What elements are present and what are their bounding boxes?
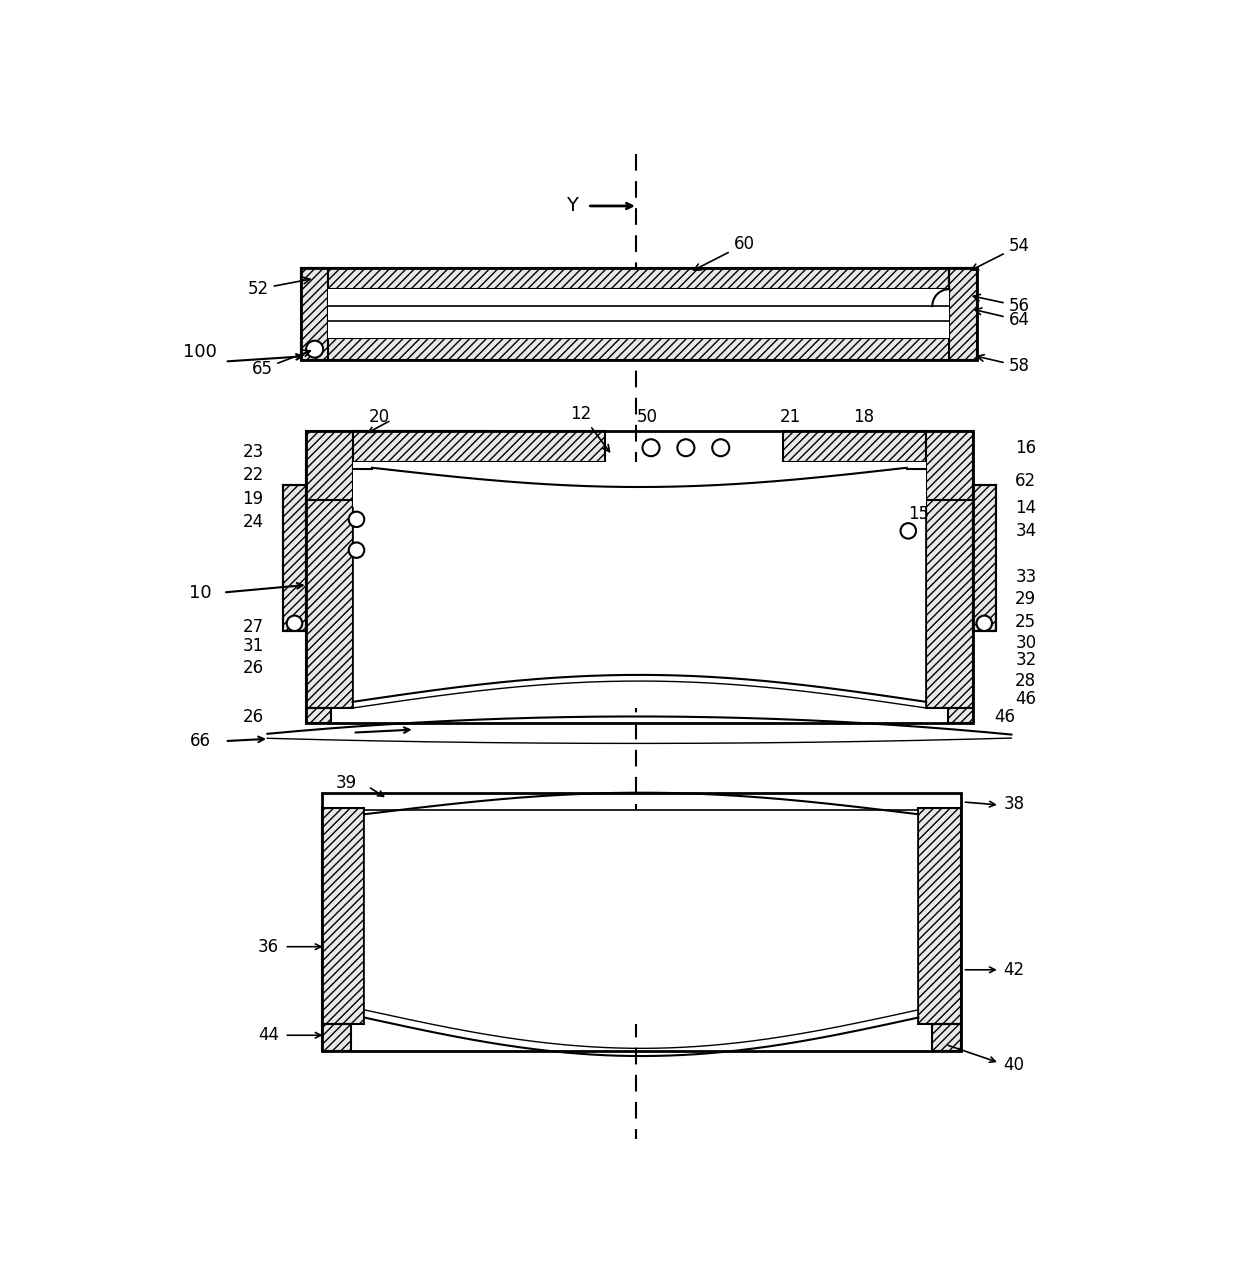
Bar	[919, 808, 961, 1024]
Text: 16: 16	[1016, 439, 1037, 457]
Text: 22: 22	[242, 466, 263, 484]
Text: Y: Y	[565, 196, 578, 215]
Text: 52: 52	[248, 278, 310, 298]
Text: 18: 18	[853, 408, 874, 426]
Bar	[306, 462, 352, 708]
Text: 12: 12	[570, 404, 610, 452]
Bar	[321, 792, 961, 1051]
Text: 26: 26	[242, 659, 263, 677]
Text: 66: 66	[190, 732, 211, 750]
Circle shape	[642, 439, 660, 456]
Circle shape	[348, 512, 365, 527]
Text: 10: 10	[188, 584, 211, 602]
Text: 31: 31	[242, 637, 263, 655]
Text: 19: 19	[242, 489, 263, 508]
Bar	[321, 808, 365, 1024]
Text: 42: 42	[1003, 961, 1024, 979]
Text: 58: 58	[977, 355, 1029, 375]
Bar	[947, 708, 972, 723]
Text: 21: 21	[780, 408, 801, 426]
Text: 40: 40	[1003, 1056, 1024, 1074]
Bar	[301, 338, 977, 360]
Bar	[283, 485, 306, 631]
Text: 60: 60	[694, 236, 754, 270]
Circle shape	[286, 616, 303, 631]
Text: 26: 26	[242, 708, 263, 726]
Bar	[972, 485, 996, 631]
Text: 29: 29	[1016, 590, 1037, 608]
Circle shape	[348, 543, 365, 558]
Text: 39: 39	[335, 774, 357, 792]
Text: 44: 44	[258, 1027, 279, 1044]
Text: 20: 20	[370, 408, 391, 426]
Bar	[301, 268, 977, 289]
Bar	[931, 1024, 961, 1051]
Circle shape	[306, 340, 324, 357]
Bar	[782, 431, 926, 462]
Text: 23: 23	[242, 443, 263, 461]
Bar	[321, 1024, 351, 1051]
Bar	[926, 462, 972, 708]
Bar	[352, 500, 372, 547]
Text: 30: 30	[1016, 634, 1037, 652]
Bar	[352, 431, 605, 462]
Bar	[352, 431, 489, 462]
Circle shape	[900, 524, 916, 539]
Text: 62: 62	[1016, 472, 1037, 490]
Bar	[306, 708, 331, 723]
Bar	[972, 485, 996, 631]
Text: 32: 32	[1016, 652, 1037, 669]
Bar	[301, 268, 977, 360]
Text: 50: 50	[636, 408, 657, 426]
Text: 46: 46	[1016, 690, 1037, 708]
Text: 27: 27	[242, 618, 263, 636]
Text: 38: 38	[1003, 795, 1024, 813]
Text: 34: 34	[1016, 522, 1037, 540]
Bar	[283, 485, 306, 631]
Text: 14: 14	[1016, 499, 1037, 517]
Circle shape	[677, 439, 694, 456]
Bar	[365, 810, 919, 1024]
Circle shape	[712, 439, 729, 456]
Bar	[306, 431, 972, 723]
Text: 54: 54	[971, 237, 1029, 270]
Text: 24: 24	[242, 513, 263, 531]
Text: 100: 100	[184, 343, 217, 361]
Text: 33: 33	[1016, 568, 1037, 586]
Text: 15: 15	[908, 504, 929, 524]
Text: 28: 28	[1016, 672, 1037, 690]
Text: 25: 25	[1016, 613, 1037, 631]
Text: 46: 46	[994, 708, 1016, 726]
Text: 65: 65	[252, 349, 310, 378]
Text: 56: 56	[973, 294, 1029, 315]
Text: 64: 64	[975, 308, 1029, 329]
Bar	[327, 289, 950, 338]
Bar	[906, 500, 926, 547]
Bar	[301, 268, 327, 360]
Text: 36: 36	[258, 938, 279, 956]
Bar	[950, 268, 977, 360]
Circle shape	[977, 616, 992, 631]
Bar	[352, 462, 926, 708]
Bar	[926, 431, 972, 500]
Bar	[306, 431, 352, 500]
